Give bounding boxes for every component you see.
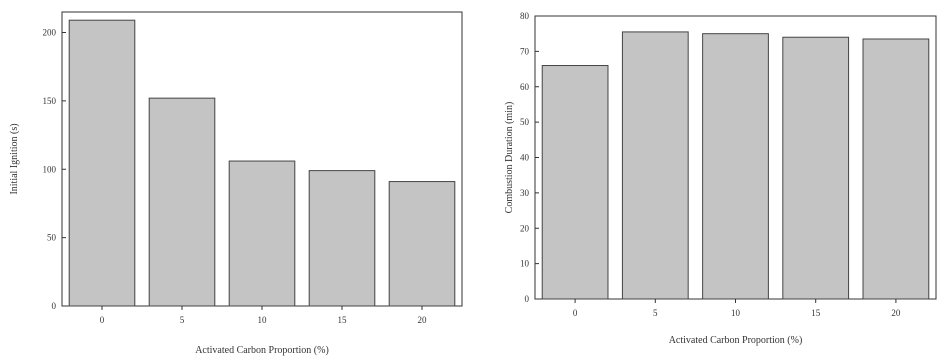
ignition-y-tick-label: 0: [52, 301, 57, 311]
ignition-y-tick-label: 100: [43, 164, 57, 174]
duration-y-tick-label: 30: [520, 188, 530, 198]
ignition-bar-10: [228, 160, 296, 307]
ignition-x-tick-label: 15: [338, 315, 348, 325]
duration-bar-15: [782, 36, 850, 300]
combustion-duration-chart: 0 10 20 30 40 50 60 70 80 0 5 10 15 20 Activated Carbo…: [504, 11, 937, 346]
duration-x-tick-label: 0: [573, 308, 578, 318]
duration-bar-5: [621, 31, 689, 300]
duration-y-tick-label: 10: [520, 259, 530, 269]
ignition-x-tick-label: 0: [100, 315, 105, 325]
ignition-x-tick-label: 10: [258, 315, 268, 325]
ignition-bar-0: [68, 19, 136, 307]
duration-y-tick-label: 80: [520, 11, 530, 21]
duration-y-tick-label: 40: [520, 153, 530, 163]
ignition-y-axis-title: Initial Ignition (s): [9, 123, 20, 194]
ignition-bar-20: [388, 181, 456, 307]
duration-y-tick-label: 20: [520, 223, 530, 233]
initial-ignition-chart: 0 50 100 150 200 0 5 10 15 20 Activated Carbon Pro…: [9, 11, 463, 356]
duration-y-tick-label: 50: [520, 117, 530, 127]
duration-y-tick-label: 70: [520, 46, 530, 56]
ignition-x-tick-label: 20: [418, 315, 428, 325]
duration-x-tick-label: 20: [891, 308, 901, 318]
ignition-bar-5: [148, 97, 216, 307]
duration-x-tick-label: 10: [731, 308, 741, 318]
duration-y-tick-label: 60: [520, 82, 530, 92]
ignition-y-tick-label: 50: [47, 233, 57, 243]
ignition-bar-15: [308, 170, 376, 307]
duration-y-axis-title: Combustion Duration (min): [504, 102, 515, 214]
duration-x-tick-label: 5: [653, 308, 658, 318]
duration-x-axis-title: Activated Carbon Proportion (%): [669, 335, 803, 346]
duration-bar-20: [862, 38, 930, 300]
duration-bar-10: [702, 33, 769, 300]
duration-y-tick-label: 0: [525, 294, 530, 304]
ignition-y-tick-label: 200: [43, 28, 57, 38]
duration-bar-0: [541, 65, 609, 300]
ignition-x-axis-title: Activated Carbon Proportion (%): [195, 345, 329, 356]
ignition-y-tick-label: 150: [43, 96, 57, 106]
ignition-x-tick-label: 5: [180, 315, 185, 325]
duration-x-tick-label: 15: [811, 308, 821, 318]
